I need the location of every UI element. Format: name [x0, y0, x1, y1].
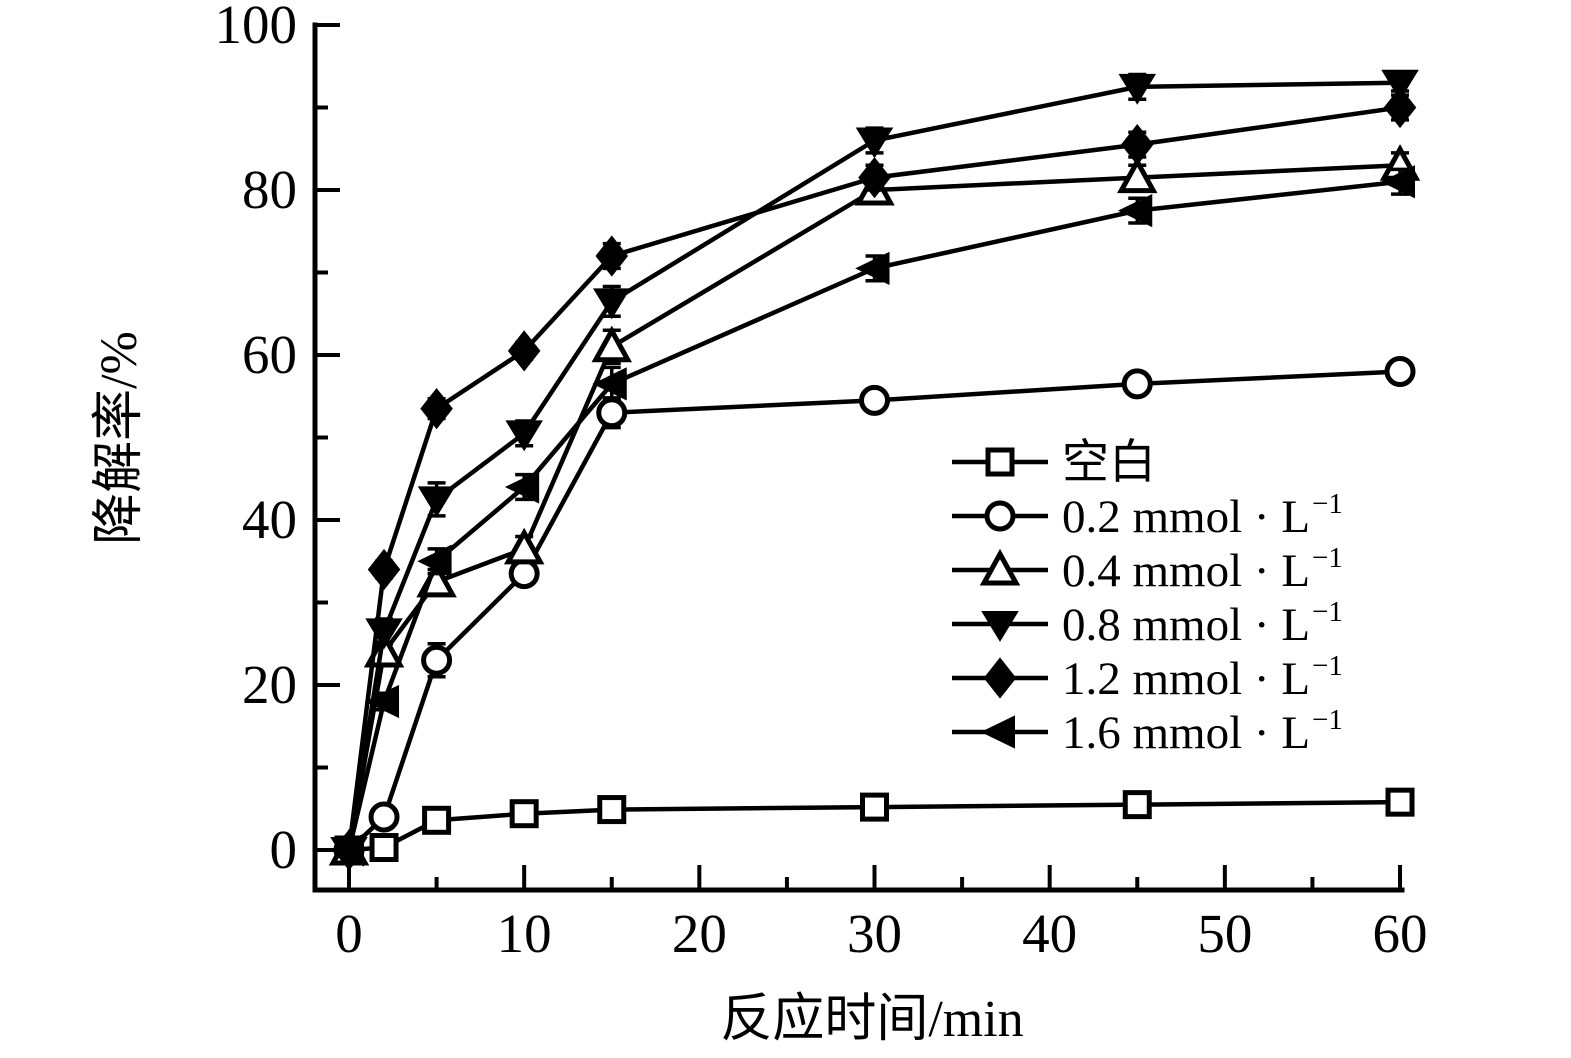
- square-open-marker: [985, 447, 1015, 477]
- legend-item-c1_2: 1.2 mmol · L−1: [952, 650, 1343, 705]
- square-open-marker: [369, 833, 399, 863]
- diamond-filled-marker: [595, 235, 629, 277]
- y-tick-label: 80: [242, 159, 297, 220]
- y-tick-label: 60: [242, 324, 297, 385]
- circle-open-marker: [421, 644, 453, 676]
- square-open-marker: [1385, 787, 1415, 817]
- circle-open-marker: [508, 558, 540, 590]
- series-line: [346, 179, 1401, 851]
- triangle-down-filled-marker: [592, 288, 631, 320]
- triangle-down-filled-marker: [505, 420, 543, 452]
- square-open-marker: [422, 805, 452, 835]
- x-tick-label: 0: [335, 903, 363, 964]
- legend-item-c0_8: 0.8 mmol · L−1: [952, 596, 1343, 651]
- legend-item-c1_6: 1.6 mmol · L−1: [952, 704, 1343, 759]
- series-line: [346, 80, 1401, 851]
- circle-open-marker: [859, 384, 891, 416]
- triangle-left-filled-marker: [1380, 165, 1416, 199]
- square-open-marker: [597, 795, 627, 825]
- legend-label: 0.2 mmol · L−1: [1062, 488, 1343, 543]
- triangle-left-filled-marker: [504, 470, 540, 504]
- x-tick-label: 50: [1197, 903, 1252, 964]
- legend: 空白0.2 mmol · L−10.4 mmol · L−10.8 mmol ·…: [952, 437, 1343, 759]
- series-c1_6: [329, 165, 1416, 867]
- x-tick-label: 60: [1373, 903, 1428, 964]
- x-axis: 0 10 20 30 40 50 60: [335, 865, 1428, 964]
- y-axis: 0 20 40 60 80 100: [215, 0, 340, 880]
- triangle-left-filled-marker: [592, 367, 627, 401]
- y-tick-label: 20: [242, 654, 297, 715]
- x-tick-label: 20: [672, 903, 727, 964]
- triangle-down-filled-marker: [1381, 69, 1419, 101]
- circle-open-marker: [368, 801, 400, 833]
- square-open-marker: [860, 792, 890, 822]
- series-c1_2: [332, 86, 1417, 871]
- axes-frame: [312, 22, 1405, 893]
- x-tick-label: 30: [847, 903, 902, 964]
- diamond-filled-marker: [367, 548, 401, 591]
- triangle-up-open-marker: [1117, 156, 1158, 194]
- diamond-filled-marker: [1383, 86, 1417, 129]
- triangle-up-open-marker: [503, 527, 545, 565]
- series-line: [347, 369, 1401, 852]
- triangle-down-filled-marker: [981, 611, 1019, 642]
- legend-item-c0_4: 0.4 mmol · L−1: [952, 542, 1343, 597]
- square-open-marker: [1122, 790, 1152, 820]
- x-axis-title: 反应时间/min: [720, 991, 1023, 1048]
- plot-area: 0 10 20 30 40 50 60 0 20 40 60 80 100: [215, 0, 1428, 964]
- circle-open-marker: [1121, 368, 1153, 400]
- y-tick-label: 0: [270, 819, 298, 880]
- triangle-left-filled-marker: [980, 715, 1015, 749]
- triangle-up-open-marker: [591, 325, 632, 363]
- circle-open-marker: [1384, 356, 1416, 387]
- series-blank: [334, 787, 1415, 865]
- triangle-left-filled-marker: [855, 251, 890, 285]
- y-tick-label: 100: [215, 0, 298, 55]
- series-c0_2: [333, 356, 1416, 866]
- legend-label: 0.8 mmol · L−1: [1062, 596, 1343, 651]
- legend-item-c0_2: 0.2 mmol · L−1: [952, 488, 1343, 543]
- diamond-filled-marker: [983, 657, 1017, 699]
- legend-label: 1.2 mmol · L−1: [1062, 650, 1343, 705]
- triangle-down-filled-marker: [855, 127, 894, 159]
- triangle-down-filled-marker: [1118, 73, 1157, 105]
- triangle-left-filled-marker: [329, 833, 364, 867]
- circle-open-marker: [596, 397, 628, 429]
- legend-item-blank: 空白: [952, 437, 1156, 489]
- x-tick-label: 40: [1022, 903, 1077, 964]
- diamond-filled-marker: [420, 388, 453, 430]
- triangle-left-filled-marker: [417, 544, 452, 578]
- series-line: [346, 163, 1401, 851]
- triangle-left-filled-marker: [364, 684, 400, 719]
- diamond-filled-marker: [507, 330, 541, 372]
- legend-label: 空白: [1062, 437, 1156, 489]
- x-tick-label: 10: [497, 903, 552, 964]
- legend-label: 0.4 mmol · L−1: [1062, 542, 1343, 597]
- diamond-filled-marker: [1120, 124, 1154, 166]
- diamond-filled-marker: [858, 157, 891, 199]
- square-open-marker: [509, 799, 539, 829]
- circle-open-marker: [984, 500, 1016, 532]
- legend-label: 1.6 mmol · L−1: [1062, 704, 1343, 759]
- triangle-down-filled-marker: [417, 486, 456, 518]
- triangle-left-filled-marker: [1117, 194, 1153, 228]
- triangle-up-open-marker: [979, 548, 1021, 586]
- series-line: [346, 105, 1401, 851]
- y-axis-title: 降解率/%: [91, 331, 148, 545]
- y-tick-label: 40: [242, 489, 297, 550]
